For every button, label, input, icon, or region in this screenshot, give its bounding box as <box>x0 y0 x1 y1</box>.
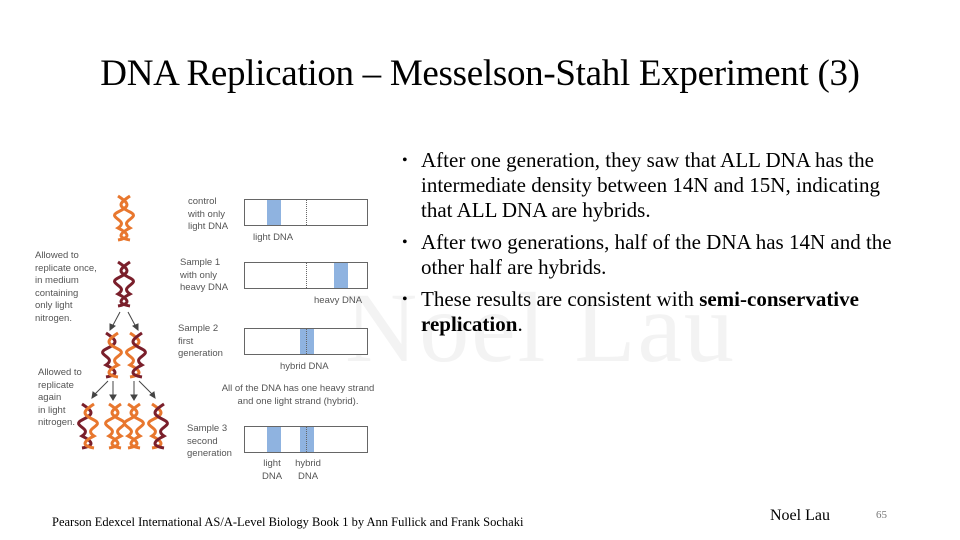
arrow-icons <box>109 311 139 332</box>
label-line: generation <box>178 348 223 359</box>
label-line: generation <box>187 448 232 459</box>
slide-title: DNA Replication – Messelson-Stahl Experi… <box>100 53 860 94</box>
label-line: Sample 2 <box>178 323 219 334</box>
label-line: again <box>38 392 62 403</box>
bullet-item: • After two generations, half of the DNA… <box>400 230 900 280</box>
label-line: light DNA <box>188 221 229 232</box>
label-line: only light <box>35 300 73 311</box>
watermark: Noel Lau <box>345 272 736 383</box>
gel-control <box>244 199 368 226</box>
label-line: replicate <box>38 379 74 391</box>
label-line: second <box>187 435 218 447</box>
dna-helix-light-icon <box>104 402 126 450</box>
control-sample-label: control with only light DNA <box>188 196 228 234</box>
bullet-icon: • <box>402 291 408 308</box>
dna-helix-hybrid-icon <box>77 402 99 450</box>
author-name: Noel Lau <box>770 507 830 524</box>
label-line: nitrogen. <box>38 417 75 428</box>
dna-helix-hybrid-icon <box>101 331 123 379</box>
sample-2-label: Sample 2 first generation <box>178 323 223 361</box>
gel-sample-2 <box>244 328 368 355</box>
band-label: hybrid DNA <box>280 361 329 372</box>
bullet-list: • After one generation, they saw that AL… <box>400 148 900 344</box>
dna-helix-illustrations <box>77 194 169 450</box>
arrow-icons <box>91 380 156 401</box>
gel-sample-1 <box>244 262 368 289</box>
label-line: containing <box>35 287 79 299</box>
dna-helix-hybrid-icon <box>125 331 147 379</box>
source-reference: Pearson Edexcel International AS/A-Level… <box>52 515 524 529</box>
band-light <box>267 200 281 225</box>
label-line: in light <box>38 404 66 416</box>
label-line: DNA <box>262 470 283 482</box>
band-label: light DNA <box>253 232 294 243</box>
label-line: Sample 3 <box>187 423 228 434</box>
dna-helix-heavy-icon <box>113 260 135 308</box>
label-line: nitrogen. <box>35 312 72 324</box>
label-line: DNA <box>297 470 319 482</box>
midpoint-dashed-line <box>306 329 307 354</box>
sample-3-label: Sample 3 second generation <box>187 423 232 461</box>
band-label-hybrid: hybrid DNA <box>293 458 323 483</box>
sample-1-label: Sample 1 with only heavy DNA <box>180 257 228 295</box>
band-hybrid <box>300 329 314 354</box>
page-number: 65 <box>876 509 887 521</box>
bullet-icon: • <box>402 152 408 169</box>
label-line: light <box>263 458 281 469</box>
bullet-text-end: . <box>517 312 523 336</box>
label-line: Allowed to <box>38 367 82 378</box>
gel-sample-3 <box>244 426 368 453</box>
bullet-text: After two generations, half of the DNA h… <box>421 230 892 279</box>
band-label-light: light DNA <box>262 458 282 483</box>
band-hybrid <box>300 427 314 452</box>
bullet-text: These results are consistent with <box>421 287 700 311</box>
label-line: Sample 1 <box>180 257 221 268</box>
label-line: control <box>188 196 217 207</box>
dna-helix-light-icon <box>123 402 145 450</box>
hybrid-note: All of the DNA has one heavy strand and … <box>220 383 376 408</box>
band-heavy <box>334 263 348 288</box>
midpoint-dashed-line <box>306 427 307 452</box>
label-line: with only <box>180 269 217 281</box>
replicate-again-label: Allowed to replicate again in light nitr… <box>38 367 82 430</box>
bullet-icon: • <box>402 234 408 251</box>
label-line: Allowed to <box>35 250 79 261</box>
label-line: first <box>178 335 194 347</box>
label-line: replicate once, <box>35 262 97 274</box>
replicate-once-label: Allowed to replicate once, in medium con… <box>35 250 97 325</box>
midpoint-dashed-line <box>306 200 307 225</box>
bullet-item: • After one generation, they saw that AL… <box>400 148 900 223</box>
meselson-stahl-diagram: Allowed to replicate once, in medium con… <box>0 0 400 540</box>
band-label: heavy DNA <box>314 295 363 306</box>
bullet-emphasis: semi-conservative replication <box>421 287 859 336</box>
midpoint-dashed-line <box>306 263 307 288</box>
bullet-text: After one generation, they saw that ALL … <box>421 148 880 222</box>
label-line: heavy DNA <box>180 282 229 293</box>
note-line: All of the DNA has one heavy strand <box>221 383 375 394</box>
note-line: and one light strand (hybrid). <box>237 395 359 407</box>
dna-helix-light-icon <box>113 194 135 242</box>
band-light <box>267 427 281 452</box>
label-line: hybrid <box>295 458 321 469</box>
bullet-item: • These results are consistent with semi… <box>400 287 900 337</box>
label-line: in medium <box>35 275 79 286</box>
label-line: with only <box>188 208 225 220</box>
dna-helix-hybrid-icon <box>147 402 169 450</box>
